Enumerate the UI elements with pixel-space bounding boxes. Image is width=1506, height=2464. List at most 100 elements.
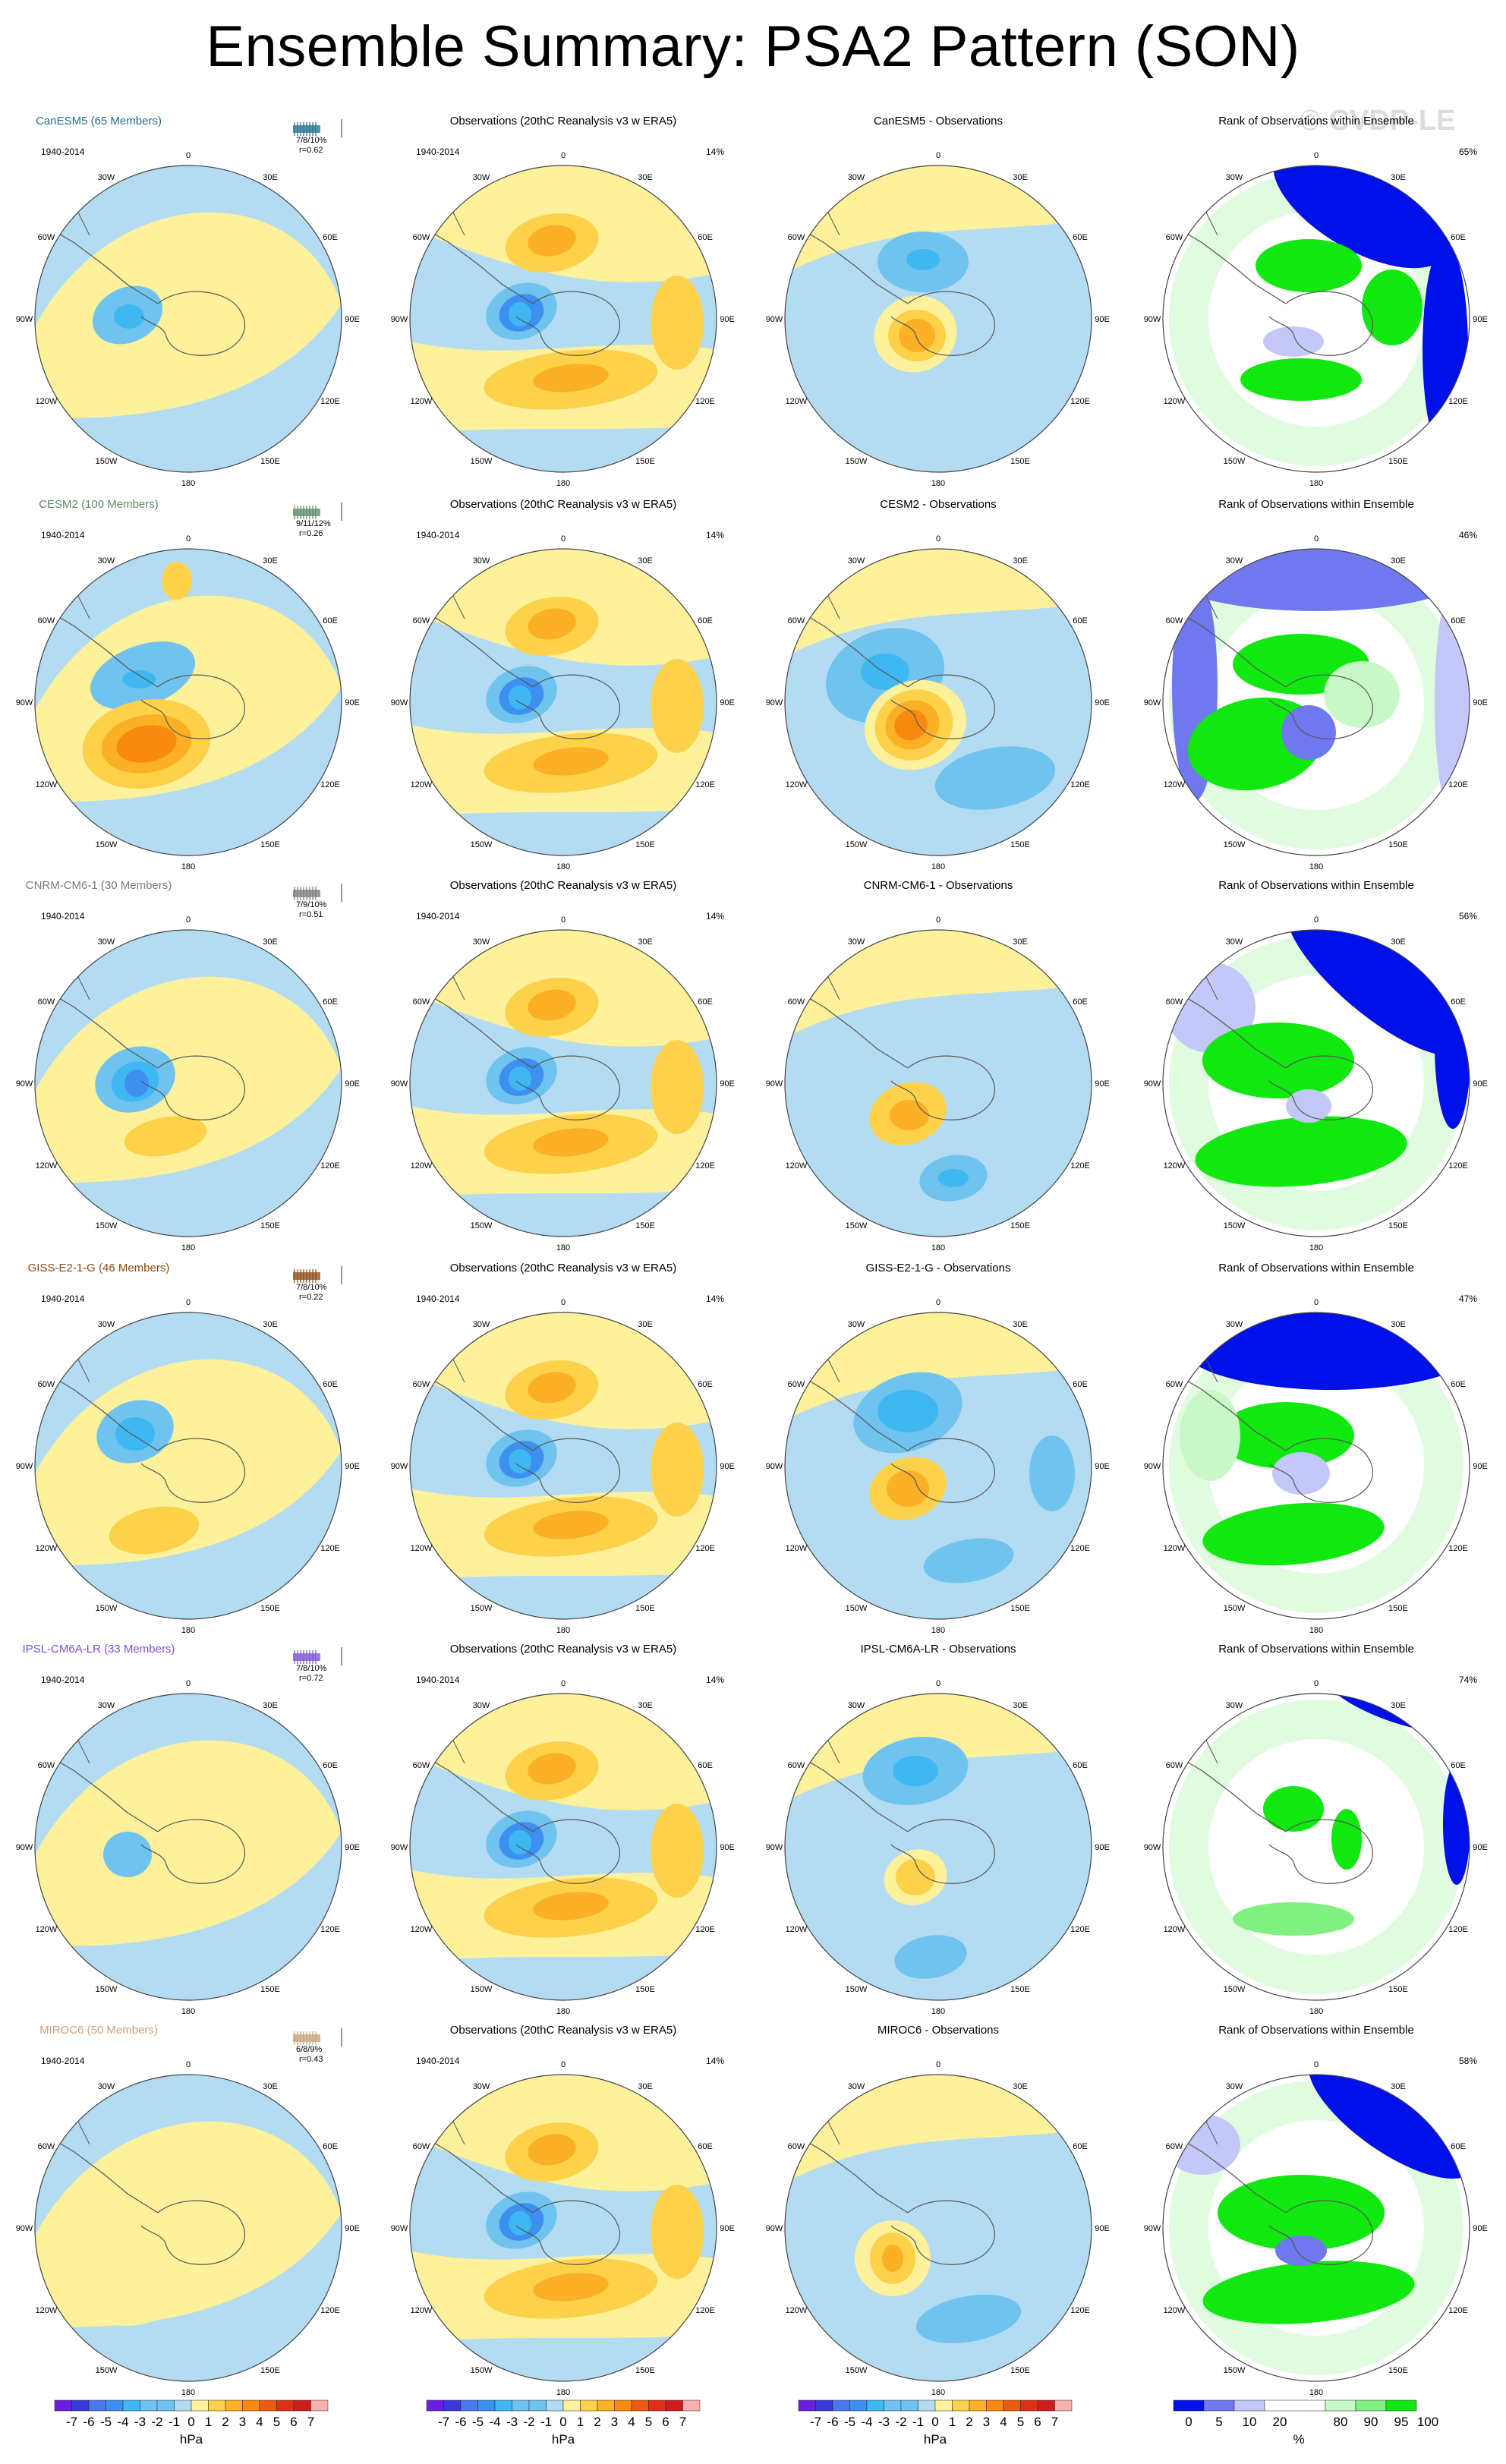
longitude-label: 120E	[320, 397, 340, 406]
anomaly-contour	[906, 249, 940, 270]
colorbar-swatch	[88, 2399, 106, 2412]
longitude-label: 0	[186, 1298, 191, 1307]
longitude-label: 60W	[788, 1761, 805, 1770]
stats-percent: 7/8/10%	[296, 136, 327, 145]
longitude-label: 120W	[1164, 397, 1186, 406]
longitude-label: 60W	[1166, 1380, 1183, 1389]
longitude-label: 180	[556, 1626, 570, 1635]
colorbar-tick: 80	[1334, 2415, 1348, 2429]
colorbar-swatch	[1054, 2399, 1073, 2412]
anomaly-contour	[528, 225, 576, 257]
colorbar-swatch	[900, 2399, 918, 2412]
rank-title: Rank of Observations within Ensemble	[1218, 2024, 1414, 2037]
longitude-label: 30W	[98, 2082, 115, 2091]
longitude-label: 60W	[788, 997, 805, 1007]
colorbar-tick: -2	[523, 2415, 534, 2429]
anomaly-contour	[533, 2273, 609, 2302]
longitude-label: 30E	[638, 937, 653, 947]
antarctica-coastline	[890, 1438, 995, 1503]
longitude-label: 60E	[1451, 616, 1466, 625]
colorbar-swatch	[156, 2399, 175, 2412]
variance-percent: 14%	[705, 911, 724, 922]
map-border	[409, 929, 717, 1237]
anomaly-contour	[894, 709, 928, 741]
longitude-label: 120E	[1448, 780, 1468, 789]
rank-region	[1263, 1786, 1324, 1832]
pattern-correlation: r=0.51	[299, 910, 323, 919]
ensemble-stats: 9/11/12% r=0.26	[295, 519, 331, 539]
longitude-label: 120W	[786, 397, 808, 406]
colorbar-tick: -3	[878, 2415, 890, 2429]
antarctica-coastline	[1268, 1438, 1373, 1503]
colorbar-tick: -5	[844, 2415, 855, 2429]
longitude-label: 150W	[471, 840, 493, 849]
longitude-label: 120E	[1070, 397, 1090, 406]
colorbar-tick: -4	[117, 2415, 128, 2429]
colorbar-tick: -5	[100, 2415, 112, 2429]
years-label: 1940-2014	[41, 911, 85, 922]
longitude-label: 150E	[1388, 457, 1408, 466]
diff-map: 0 30E 60E 90E 120E 150E 180 150W 120W 90W 60W 30W	[766, 915, 1110, 1252]
longitude-label: 150W	[471, 457, 493, 466]
longitude-label: 150W	[471, 1221, 493, 1230]
colorbar-tick: 6	[1034, 2415, 1041, 2429]
rank-percent: 46%	[1458, 530, 1477, 540]
colorbar-tick: -7	[438, 2415, 449, 2429]
colorbar-swatch	[293, 2399, 311, 2412]
anomaly-contour	[509, 685, 531, 710]
years-label: 1940-2014	[416, 530, 460, 540]
longitude-label: 150W	[96, 1221, 118, 1230]
diff-panel: 0 30E 60E 90E 120E 150E 180 150W 120W 90W 60W 30W MI…	[750, 2019, 1126, 2399]
longitude-label: 150W	[471, 1985, 493, 1994]
model-map: 0 30E 60E 90E 120E 150E 180 150W 120W 90W 60W 30W	[16, 915, 360, 1252]
anomaly-contour	[651, 659, 704, 753]
colorbar-tick: 20	[1273, 2415, 1287, 2429]
longitude-label: 90W	[391, 315, 408, 324]
longitude-label: 90E	[1473, 315, 1488, 324]
longitude-label: 60E	[1073, 616, 1088, 625]
longitude-label: 90E	[345, 1462, 360, 1471]
longitude-label: 30E	[638, 1701, 653, 1710]
years-label: 1940-2014	[41, 2056, 85, 2066]
anomaly-contour	[882, 2245, 903, 2272]
colorbar-swatch	[191, 2399, 209, 2412]
anomaly-contour	[509, 1067, 531, 1091]
longitude-label: 150E	[1010, 1604, 1030, 1613]
longitude-label: 30E	[1013, 937, 1028, 947]
colorbar-unit: hPa	[923, 2432, 947, 2447]
rank-region	[1435, 962, 1470, 1129]
longitude-label: 150E	[635, 840, 655, 849]
colorbar-swatch	[106, 2399, 124, 2412]
model-panel: 0 30E 60E 90E 120E 150E 180 150W 120W 90W 60W 30W GI…	[0, 1257, 376, 1637]
antarctica-coastline	[515, 2200, 620, 2265]
longitude-label: 120E	[1070, 2306, 1090, 2315]
longitude-label: 150E	[1388, 2366, 1408, 2375]
longitude-label: 60W	[38, 1761, 55, 1770]
longitude-label: 120W	[36, 2306, 58, 2315]
longitude-label: 150E	[1010, 1221, 1030, 1230]
diff-panel: 0 30E 60E 90E 120E 150E 180 150W 120W 90W 60W 30W CE…	[750, 493, 1126, 873]
model-map: 0 30E 60E 90E 120E 150E 180 150W 120W 90W 60W 30W	[16, 1298, 360, 1635]
longitude-label: 120E	[695, 1544, 715, 1553]
longitude-label: 0	[561, 2060, 566, 2069]
colorbar-tick: -3	[134, 2415, 146, 2429]
antarctica-coastline	[1268, 1819, 1373, 1884]
longitude-label: 60W	[788, 1380, 805, 1389]
longitude-label: 90E	[720, 698, 735, 707]
peninsula-coastline	[411, 219, 534, 304]
colorbar-tick: 0	[931, 2415, 938, 2429]
longitude-label: 150E	[635, 1221, 655, 1230]
colorbar-swatch	[1173, 2399, 1205, 2412]
colorbar-unit: %	[1293, 2432, 1305, 2447]
obs-map: 0 30E 60E 90E 120E 150E 180 150W 120W 90W 60W 30W	[391, 2060, 735, 2397]
longitude-label: 180	[556, 479, 570, 488]
longitude-label: 60E	[323, 1380, 338, 1389]
rank-region	[1233, 1902, 1354, 1936]
longitude-label: 90W	[1144, 2224, 1161, 2233]
variance-percent: 14%	[705, 147, 724, 157]
obs-map: 0 30E 60E 90E 120E 150E 180 150W 120W 90W 60W 30W	[391, 1679, 735, 2016]
longitude-label: 90W	[766, 1079, 783, 1089]
longitude-label: 120W	[411, 1544, 433, 1553]
peninsula-coastline	[411, 1747, 534, 1832]
longitude-label: 0	[1314, 1679, 1319, 1688]
